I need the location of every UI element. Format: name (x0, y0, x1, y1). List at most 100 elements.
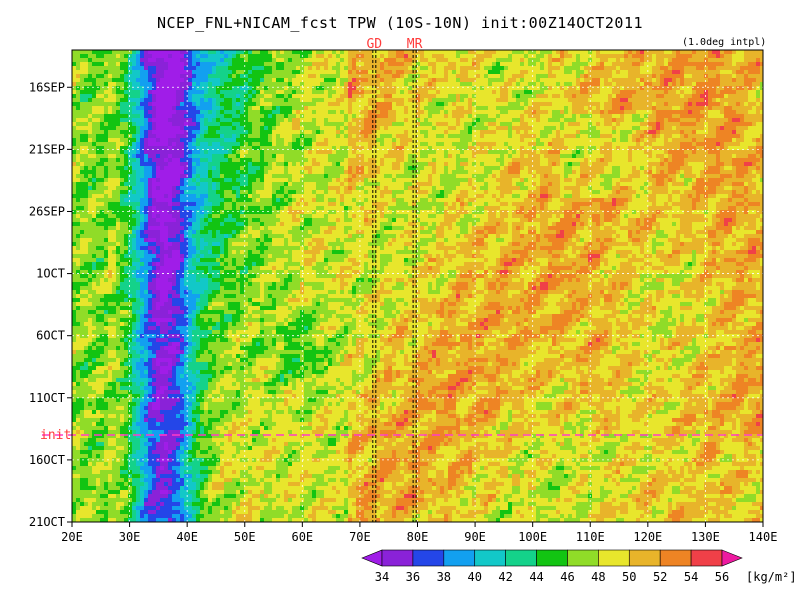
field-cell (76, 130, 81, 135)
field-cell (124, 78, 129, 83)
field-cell (552, 82, 557, 87)
field-cell (172, 110, 177, 115)
field-cell (604, 162, 609, 167)
field-cell (488, 130, 493, 135)
field-cell (332, 78, 337, 83)
field-cell (744, 110, 749, 115)
field-cell (168, 54, 173, 59)
field-cell (732, 50, 737, 55)
field-cell (352, 54, 357, 59)
field-cell (184, 158, 189, 163)
field-cell (260, 134, 265, 139)
field-cell (272, 62, 277, 67)
field-cell (292, 118, 297, 123)
field-cell (472, 54, 477, 59)
field-cell (520, 106, 525, 111)
field-cell (456, 150, 461, 155)
field-cell (448, 58, 453, 63)
field-cell (96, 118, 101, 123)
field-cell (88, 114, 93, 119)
field-cell (100, 50, 105, 55)
field-cell (260, 82, 265, 87)
field-cell (88, 134, 93, 139)
field-cell (404, 122, 409, 127)
field-cell (120, 154, 125, 159)
field-cell (660, 110, 665, 115)
field-cell (728, 102, 733, 107)
field-cell (508, 106, 513, 111)
field-cell (204, 90, 209, 95)
field-cell (600, 150, 605, 155)
field-cell (448, 90, 453, 95)
field-cell (388, 82, 393, 87)
field-cell (124, 118, 129, 123)
field-cell (128, 50, 133, 55)
field-cell (160, 66, 165, 71)
field-cell (660, 106, 665, 111)
field-cell (340, 78, 345, 83)
field-cell (444, 94, 449, 99)
field-cell (420, 58, 425, 63)
field-cell (272, 102, 277, 107)
field-cell (512, 134, 517, 139)
field-cell (748, 94, 753, 99)
field-cell (440, 54, 445, 59)
field-cell (672, 146, 677, 151)
field-cell (684, 158, 689, 163)
field-cell (712, 66, 717, 71)
field-cell (280, 86, 285, 91)
field-cell (624, 154, 629, 159)
field-cell (652, 58, 657, 63)
field-cell (96, 110, 101, 115)
field-cell (332, 130, 337, 135)
field-cell (248, 82, 253, 87)
field-cell (352, 78, 357, 83)
field-cell (304, 126, 309, 131)
field-cell (228, 62, 233, 67)
field-cell (160, 50, 165, 55)
field-cell (420, 118, 425, 123)
field-cell (408, 50, 413, 55)
field-cell (428, 90, 433, 95)
field-cell (164, 154, 169, 159)
field-cell (588, 146, 593, 151)
field-cell (312, 130, 317, 135)
field-cell (556, 62, 561, 67)
field-cell (528, 50, 533, 55)
field-cell (720, 118, 725, 123)
field-cell (632, 118, 637, 123)
field-cell (496, 154, 501, 159)
field-cell (568, 110, 573, 115)
field-cell (132, 158, 137, 163)
field-cell (572, 154, 577, 159)
field-cell (208, 126, 213, 131)
field-cell (608, 62, 613, 67)
field-cell (304, 106, 309, 111)
field-cell (148, 110, 153, 115)
field-cell (204, 70, 209, 75)
field-cell (688, 74, 693, 79)
field-cell (680, 54, 685, 59)
field-cell (508, 70, 513, 75)
field-cell (180, 102, 185, 107)
field-cell (404, 90, 409, 95)
field-cell (228, 82, 233, 87)
field-cell (716, 106, 721, 111)
field-cell (628, 102, 633, 107)
field-cell (232, 126, 237, 131)
field-cell (224, 66, 229, 71)
field-cell (508, 158, 513, 163)
field-cell (636, 150, 641, 155)
field-cell (736, 126, 741, 131)
field-cell (224, 126, 229, 131)
field-cell (164, 54, 169, 59)
field-cell (544, 162, 549, 167)
field-cell (152, 86, 157, 91)
field-cell (616, 114, 621, 119)
field-cell (208, 142, 213, 147)
field-cell (128, 90, 133, 95)
field-cell (80, 90, 85, 95)
field-cell (568, 58, 573, 63)
field-cell (616, 146, 621, 151)
field-cell (72, 150, 77, 155)
